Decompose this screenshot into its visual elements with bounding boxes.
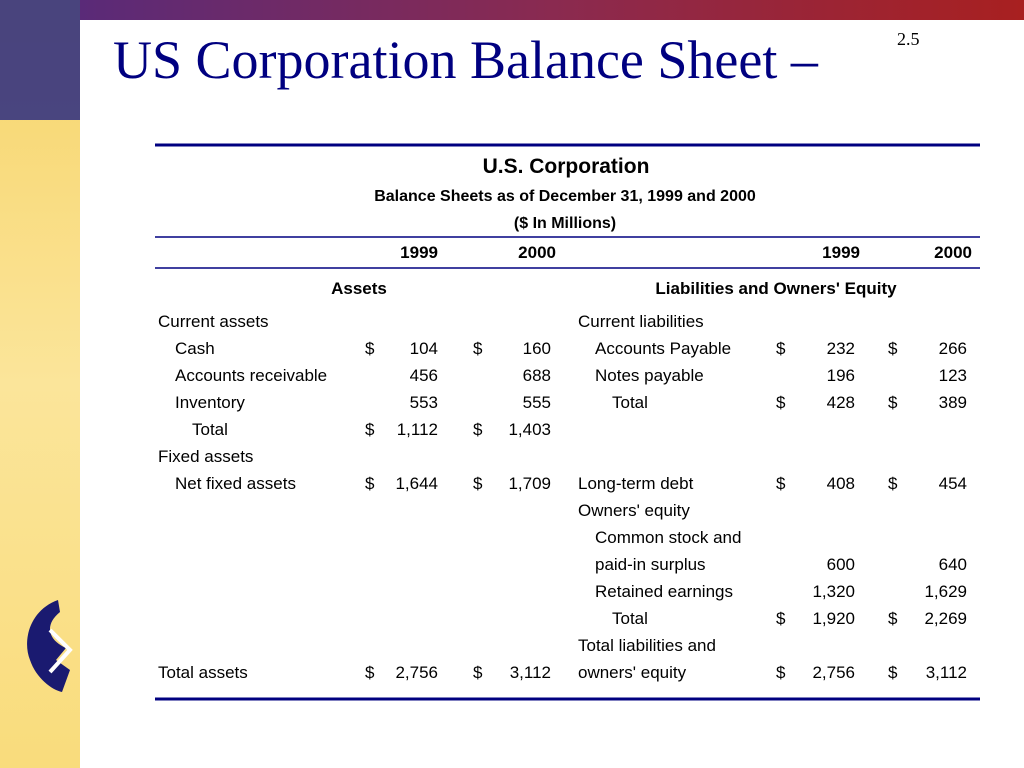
table: 1999 2000 1999 2000 Assets Liabilities and Ow… [158, 243, 972, 682]
year-header: 1999 [400, 243, 438, 262]
row-label: Common stock and [595, 528, 741, 547]
currency: $ [776, 474, 786, 493]
currency: $ [365, 339, 375, 358]
row-label: paid-in surplus [595, 555, 706, 574]
slide-title: US Corporation Balance Sheet – [113, 30, 819, 90]
amount: 454 [939, 474, 967, 493]
amount: 555 [523, 393, 551, 412]
table-subtitle: Balance Sheets as of December 31, 1999 a… [374, 188, 756, 205]
currency: $ [473, 474, 483, 493]
row-label: Current liabilities [578, 312, 704, 331]
amount: 688 [523, 366, 551, 385]
currency: $ [473, 420, 483, 439]
amount: 600 [827, 555, 855, 574]
amount: 1,920 [812, 609, 855, 628]
section-header: Liabilities and Owners' Equity [655, 279, 897, 298]
currency: $ [888, 393, 898, 412]
row-label: Retained earnings [595, 582, 733, 601]
currency: $ [776, 663, 786, 682]
year-header: 1999 [822, 243, 860, 262]
row-label: Current assets [158, 312, 269, 331]
row-label: Accounts Payable [595, 339, 731, 358]
amount: 408 [827, 474, 855, 493]
row-label: Net fixed assets [175, 474, 296, 493]
amount: 2,756 [812, 663, 855, 682]
currency: $ [888, 339, 898, 358]
top-bar [80, 0, 1024, 20]
amount: 3,112 [510, 663, 551, 682]
currency: $ [888, 663, 898, 682]
currency: $ [776, 393, 786, 412]
year-header: 2000 [518, 243, 556, 262]
amount: 232 [827, 339, 855, 358]
amount: 1,709 [508, 474, 551, 493]
amount: 553 [410, 393, 438, 412]
amount: 640 [939, 555, 967, 574]
row-label: Total [192, 420, 228, 439]
row-label: Long-term debt [578, 474, 694, 493]
amount: 389 [939, 393, 967, 412]
amount: 2,756 [395, 663, 438, 682]
corner-block [0, 0, 80, 120]
row-label: Total liabilities and [578, 636, 716, 655]
slide-number: 2.5 [897, 29, 920, 49]
logo [27, 600, 73, 692]
currency: $ [365, 474, 375, 493]
currency: $ [473, 663, 483, 682]
row-label: Owners' equity [578, 501, 690, 520]
currency: $ [888, 609, 898, 628]
amount: 428 [827, 393, 855, 412]
currency: $ [473, 339, 483, 358]
amount: 1,629 [924, 582, 967, 601]
currency: $ [365, 663, 375, 682]
amount: 266 [939, 339, 967, 358]
row-label: Total [612, 609, 648, 628]
section-header: Assets [331, 279, 387, 298]
row-label: Total [612, 393, 648, 412]
row-label: Fixed assets [158, 447, 253, 466]
row-label: Accounts receivable [175, 366, 327, 385]
amount: 1,112 [397, 420, 438, 439]
amount: 1,644 [395, 474, 438, 493]
currency: $ [776, 609, 786, 628]
currency: $ [776, 339, 786, 358]
row-label: Total assets [158, 663, 248, 682]
amount: 2,269 [924, 609, 967, 628]
amount: 3,112 [926, 663, 967, 682]
table-units: ($ In Millions) [514, 215, 616, 232]
row-label: Cash [175, 339, 215, 358]
currency: $ [888, 474, 898, 493]
row-label: Notes payable [595, 366, 704, 385]
amount: 104 [410, 339, 438, 358]
table-title: U.S. Corporation [483, 155, 650, 178]
row-label: Inventory [175, 393, 245, 412]
amount: 456 [410, 366, 438, 385]
amount: 196 [827, 366, 855, 385]
amount: 160 [523, 339, 551, 358]
amount: 1,320 [812, 582, 855, 601]
row-label: owners' equity [578, 663, 687, 682]
year-header: 2000 [934, 243, 972, 262]
currency: $ [365, 420, 375, 439]
amount: 123 [939, 366, 967, 385]
amount: 1,403 [508, 420, 551, 439]
